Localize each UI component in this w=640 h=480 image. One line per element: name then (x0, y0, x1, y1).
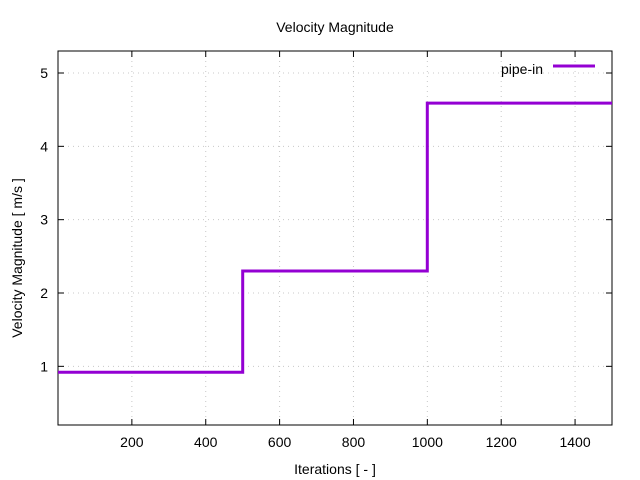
y-tick-label: 2 (40, 285, 48, 301)
x-tick-label: 1000 (412, 434, 443, 450)
x-tick-label: 800 (342, 434, 366, 450)
chart-title: Velocity Magnitude (276, 19, 394, 35)
x-tick-label: 1400 (559, 434, 590, 450)
x-tick-label: 400 (194, 434, 218, 450)
y-tick-label: 5 (40, 65, 48, 81)
legend: pipe-in (501, 61, 595, 77)
axis-ticks: 200 400 600 800 1000 1200 1400 1 2 3 4 5 (40, 51, 612, 450)
series-line-pipe-in (58, 101, 612, 374)
y-tick-label: 3 (40, 212, 48, 228)
plot-area (57, 50, 613, 426)
series-layer (58, 101, 612, 374)
y-tick-label: 4 (40, 138, 48, 154)
y-axis-label: Velocity Magnitude [ m/s ] (9, 178, 25, 338)
x-axis-label: Iterations [ - ] (294, 461, 376, 477)
x-tick-label: 200 (120, 434, 144, 450)
y-tick-label: 1 (40, 358, 48, 374)
x-tick-label: 600 (268, 434, 292, 450)
x-tick-label: 1200 (486, 434, 517, 450)
grid (58, 51, 612, 425)
legend-label-pipe-in: pipe-in (501, 61, 543, 77)
